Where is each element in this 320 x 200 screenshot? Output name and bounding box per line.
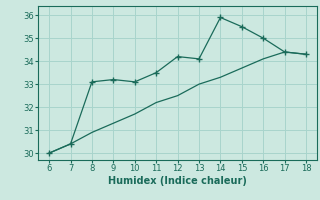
X-axis label: Humidex (Indice chaleur): Humidex (Indice chaleur): [108, 176, 247, 186]
